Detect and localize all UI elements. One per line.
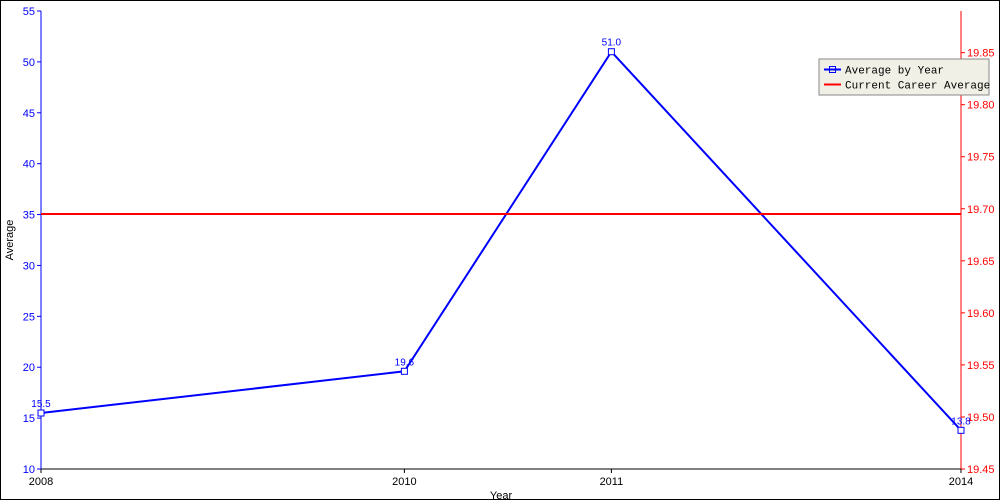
svg-text:55: 55 <box>23 6 35 18</box>
svg-text:2008: 2008 <box>29 476 53 488</box>
chart-svg: 10 15 20 25 30 35 40 45 50 55 19.45 19.50 19.55 19.60… <box>1 1 999 499</box>
svg-text:19.80: 19.80 <box>967 100 995 112</box>
svg-text:19.50: 19.50 <box>967 412 995 424</box>
svg-text:19.85: 19.85 <box>967 48 995 60</box>
svg-text:51.0: 51.0 <box>602 38 622 49</box>
svg-text:2014: 2014 <box>949 476 973 488</box>
svg-text:30: 30 <box>23 260 35 272</box>
svg-text:35: 35 <box>23 210 35 222</box>
svg-text:15.5: 15.5 <box>31 399 51 410</box>
svg-text:Current Career Average: Current Career Average <box>845 81 990 93</box>
svg-text:45: 45 <box>23 108 35 120</box>
svg-text:40: 40 <box>23 159 35 171</box>
svg-text:2011: 2011 <box>600 476 624 488</box>
svg-text:19.70: 19.70 <box>967 204 995 216</box>
svg-text:20: 20 <box>23 362 35 374</box>
svg-text:10: 10 <box>23 464 35 476</box>
svg-text:Average by Year: Average by Year <box>845 66 944 78</box>
svg-text:19.55: 19.55 <box>967 360 995 372</box>
svg-text:2010: 2010 <box>392 476 416 488</box>
svg-text:25: 25 <box>23 311 35 323</box>
svg-text:19.65: 19.65 <box>967 256 995 268</box>
svg-text:15: 15 <box>23 413 35 425</box>
svg-text:19.60: 19.60 <box>967 308 995 320</box>
svg-text:50: 50 <box>23 57 35 69</box>
svg-text:13.8: 13.8 <box>951 416 971 427</box>
svg-text:19.45: 19.45 <box>967 464 995 476</box>
svg-text:19.6: 19.6 <box>395 357 415 368</box>
svg-text:Average: Average <box>4 220 16 261</box>
dual-axis-line-chart: 10 15 20 25 30 35 40 45 50 55 19.45 19.50 19.55 19.60… <box>0 0 1000 500</box>
svg-text:19.75: 19.75 <box>967 152 995 164</box>
svg-text:Year: Year <box>490 490 513 499</box>
